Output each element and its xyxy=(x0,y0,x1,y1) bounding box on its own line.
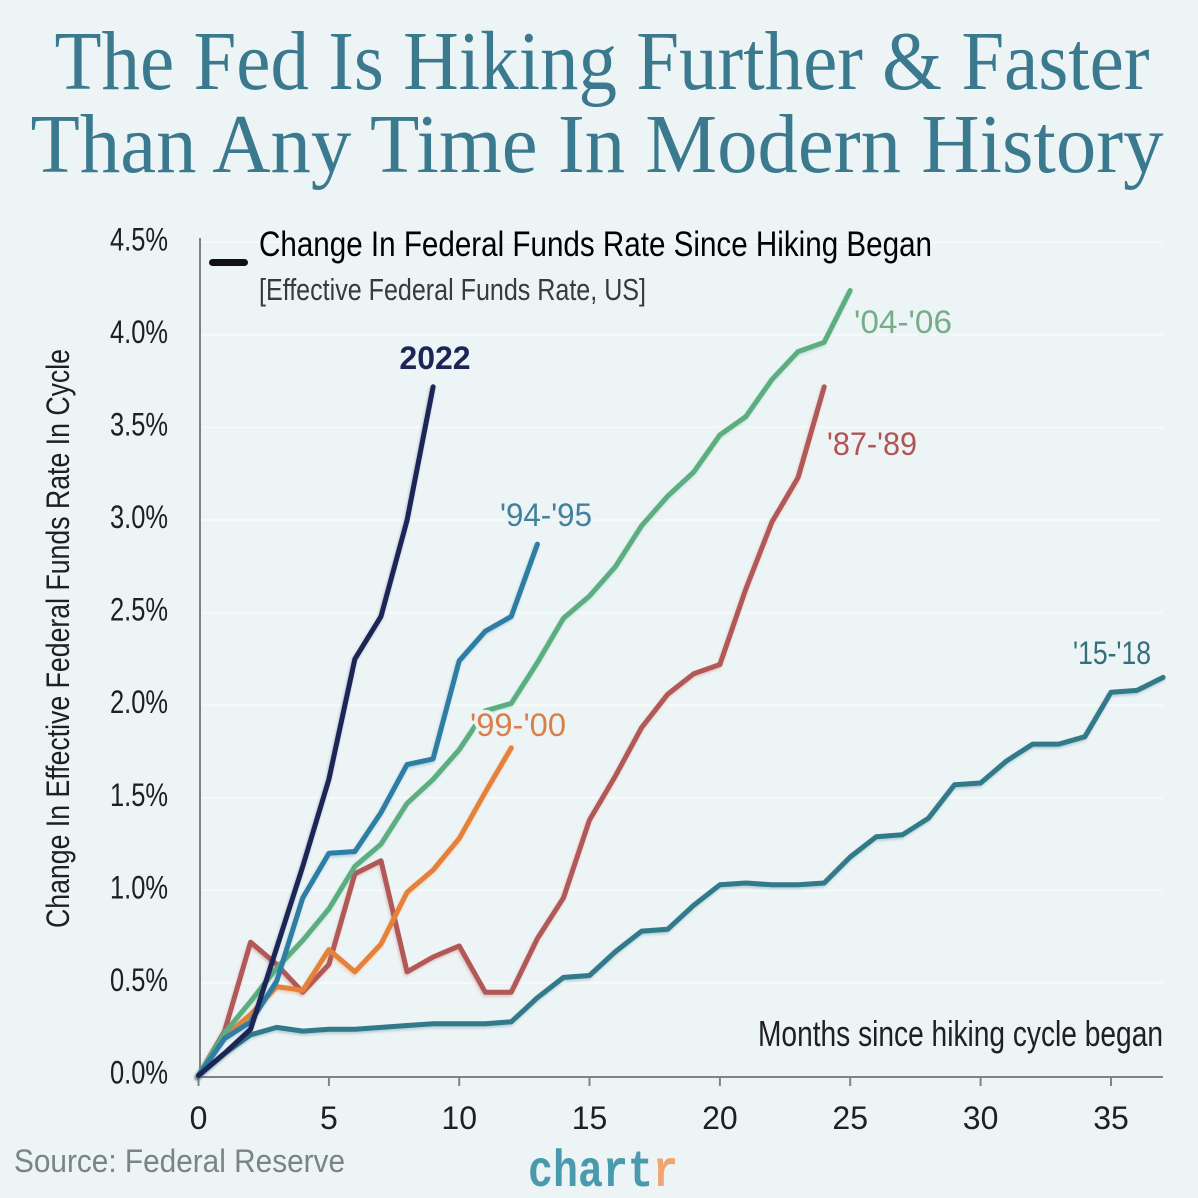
svg-text:The Fed Is Hiking Further & Fa: The Fed Is Hiking Further & Faster xyxy=(55,15,1150,108)
svg-text:'94-'95: '94-'95 xyxy=(500,497,592,533)
svg-text:3.0%: 3.0% xyxy=(110,499,168,535)
svg-text:5: 5 xyxy=(320,1100,338,1136)
svg-text:3.5%: 3.5% xyxy=(110,407,168,443)
svg-text:[Effective Federal Funds Rate,: [Effective Federal Funds Rate, US] xyxy=(259,272,646,307)
svg-text:35: 35 xyxy=(1093,1100,1129,1136)
svg-text:chartr: chartr xyxy=(528,1143,678,1198)
svg-text:4.0%: 4.0% xyxy=(110,314,168,350)
svg-text:20: 20 xyxy=(702,1100,738,1136)
svg-text:'99-'00: '99-'00 xyxy=(470,707,566,743)
svg-text:Change In Federal Funds Rate S: Change In Federal Funds Rate Since Hikin… xyxy=(259,225,932,264)
svg-text:1.0%: 1.0% xyxy=(110,869,168,905)
svg-text:0: 0 xyxy=(190,1100,208,1136)
svg-text:2.0%: 2.0% xyxy=(110,684,168,720)
svg-text:4.5%: 4.5% xyxy=(110,221,168,257)
svg-text:0.0%: 0.0% xyxy=(110,1055,168,1091)
svg-text:Months since hiking cycle bega: Months since hiking cycle began xyxy=(758,1013,1163,1054)
svg-text:1.5%: 1.5% xyxy=(110,777,168,813)
svg-text:2022: 2022 xyxy=(399,340,470,376)
svg-text:25: 25 xyxy=(832,1100,868,1136)
svg-text:'87-'89: '87-'89 xyxy=(827,426,917,462)
svg-text:Change In Effective Federal Fu: Change In Effective Federal Funds Rate I… xyxy=(40,349,76,928)
svg-text:10: 10 xyxy=(441,1100,477,1136)
svg-text:'04-'06: '04-'06 xyxy=(854,304,952,340)
svg-text:'15-'18: '15-'18 xyxy=(1073,635,1151,671)
svg-text:15: 15 xyxy=(572,1100,608,1136)
svg-text:Source: Federal Reserve: Source: Federal Reserve xyxy=(14,1143,345,1179)
svg-text:2.5%: 2.5% xyxy=(110,592,168,628)
svg-text:30: 30 xyxy=(963,1100,999,1136)
svg-text:Than Any Time In Modern Histor: Than Any Time In Modern History xyxy=(31,98,1164,191)
svg-text:0.5%: 0.5% xyxy=(110,962,168,998)
